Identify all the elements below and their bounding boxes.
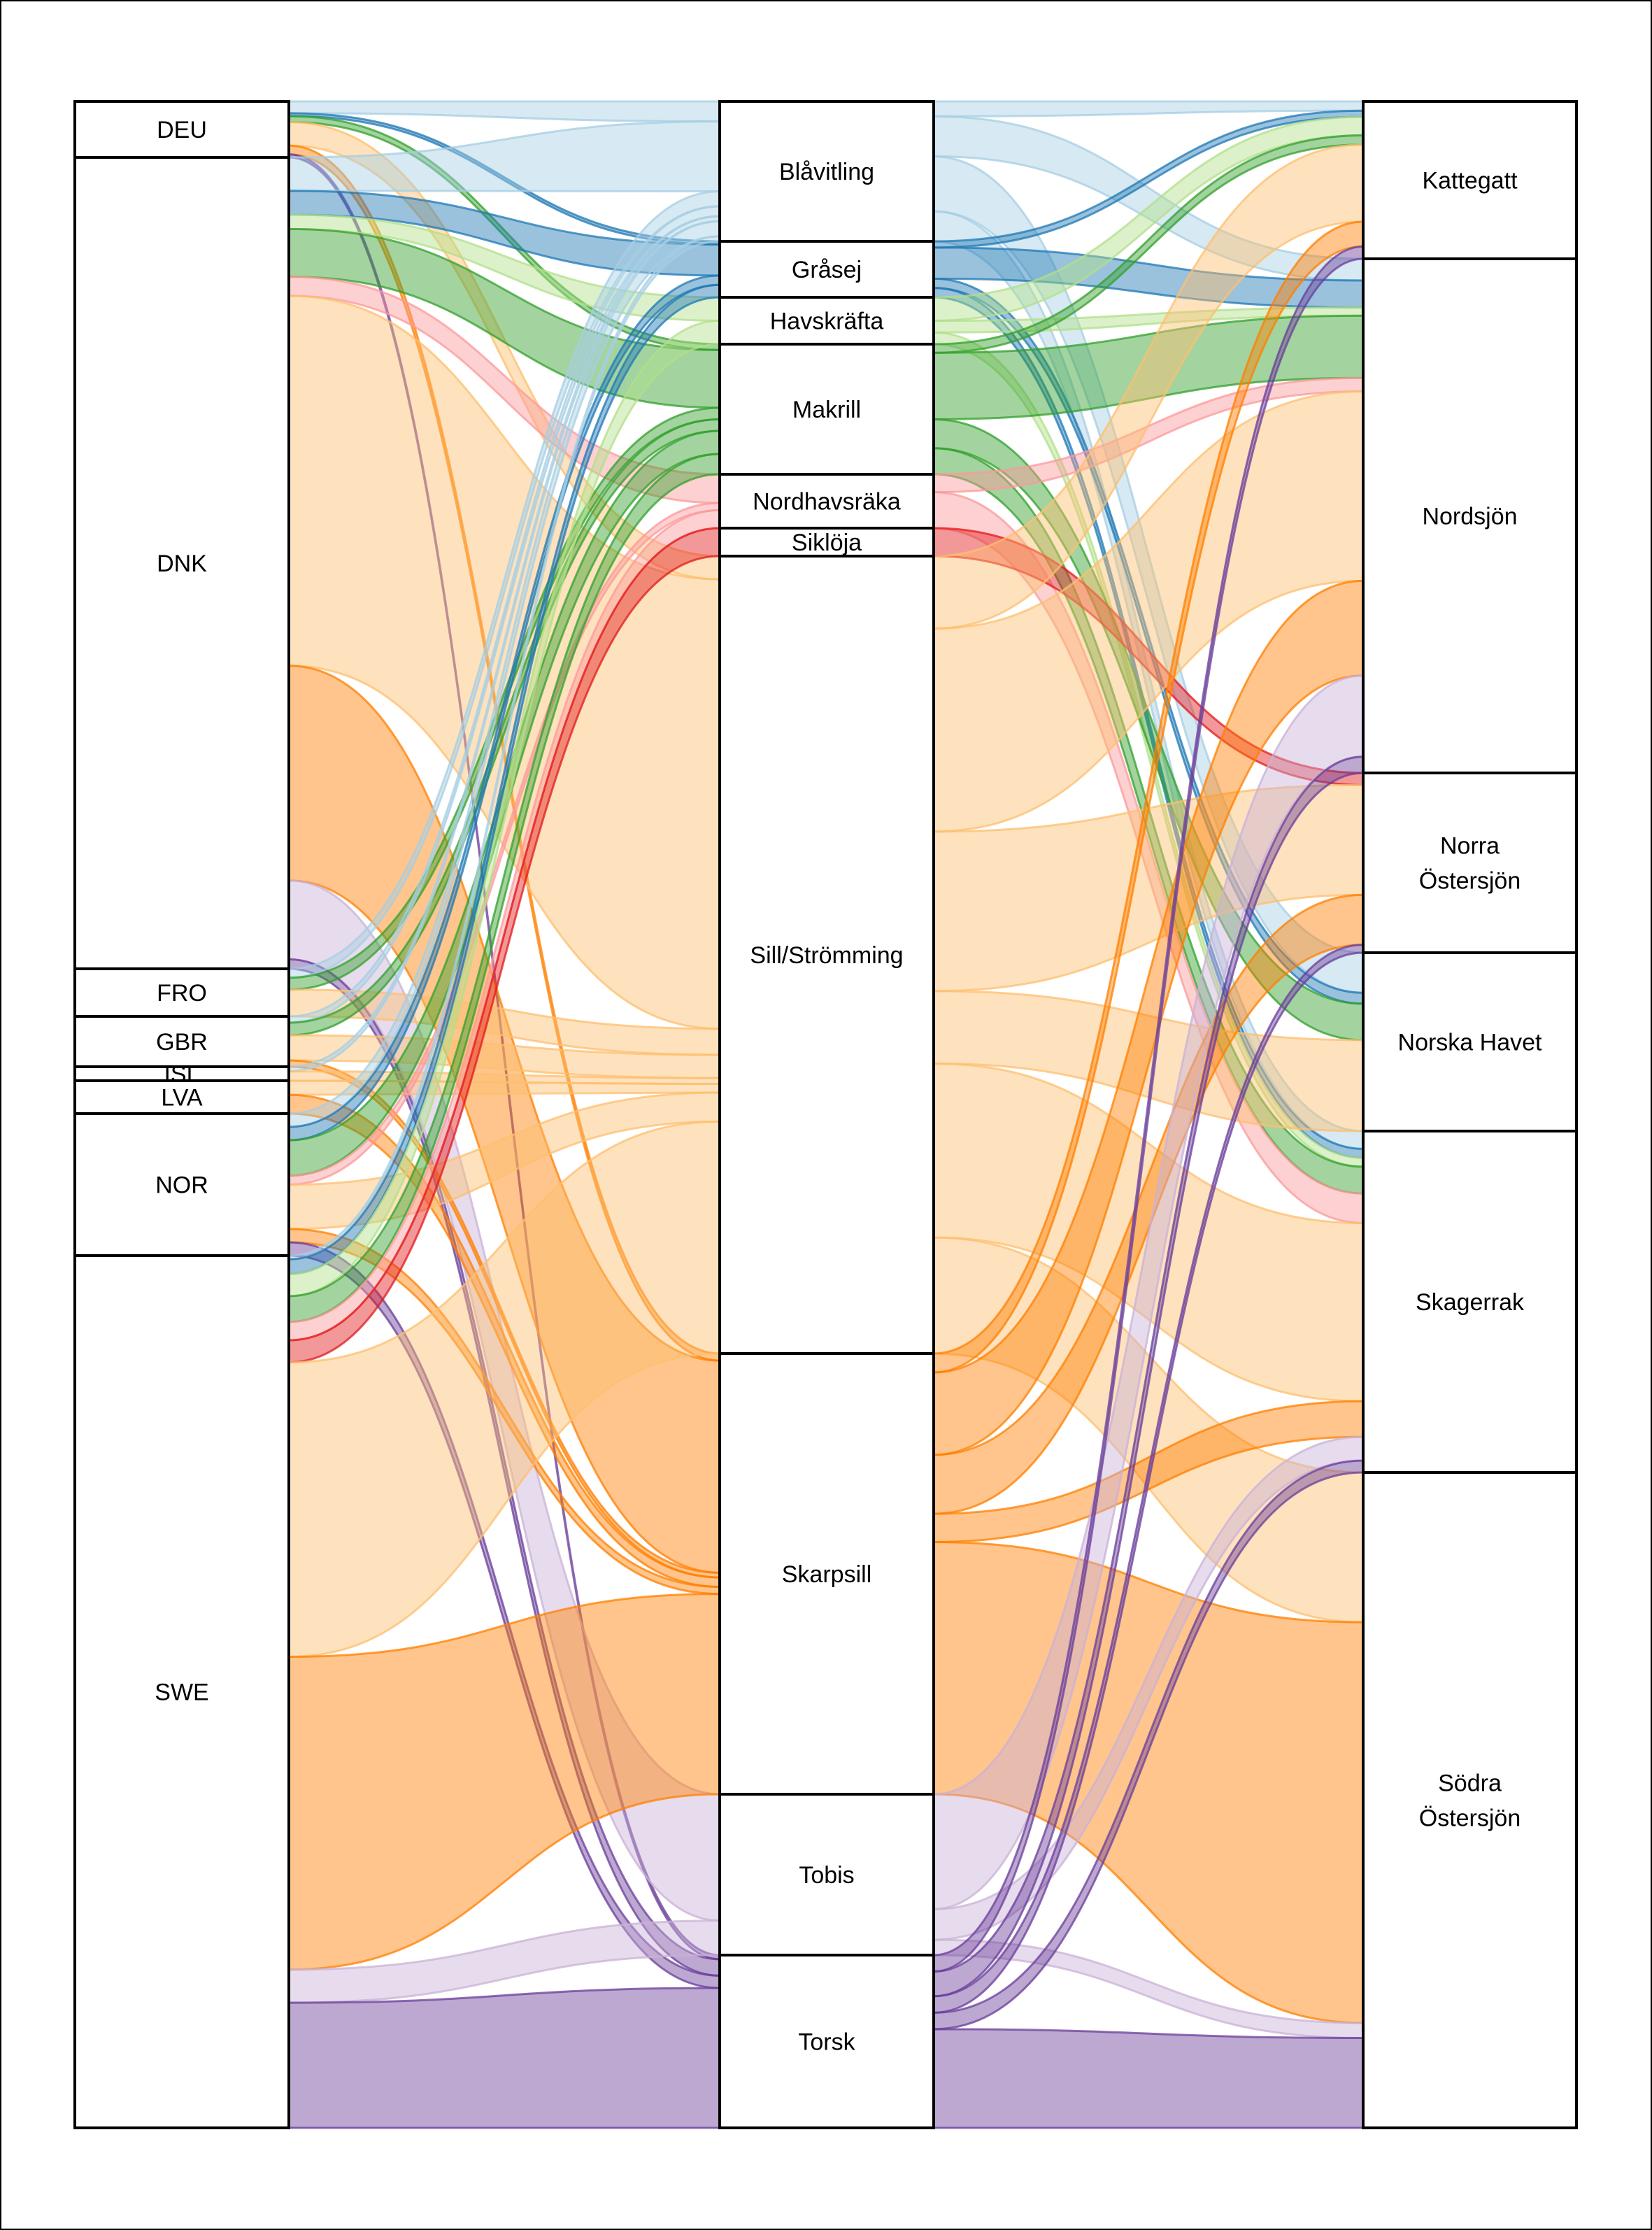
area-label: Södra xyxy=(1438,1770,1502,1797)
area-label: Östersjön xyxy=(1419,1805,1521,1832)
area-label: Norska Havet xyxy=(1398,1030,1543,1056)
species-label: Sill/Strömming xyxy=(750,942,903,969)
species-label: Nordhavsräka xyxy=(753,489,901,516)
area-node-kattegatt: Kattegatt xyxy=(1362,100,1578,260)
species-node-siklója: Siklöja xyxy=(718,527,935,558)
flow-torsk-sodra xyxy=(932,2028,1365,2129)
species-label: Gråsej xyxy=(792,257,862,283)
species-label: Blåvitling xyxy=(779,159,874,185)
area-node-norra: Norra Östersjön xyxy=(1362,772,1578,954)
country-label: FRO xyxy=(157,980,207,1007)
species-node-sill: Sill/Strömming xyxy=(718,555,935,1355)
species-node-skarpsill: Skarpsill xyxy=(718,1352,935,1796)
species-node-makrill: Makrill xyxy=(718,343,935,476)
country-label: DEU xyxy=(157,117,207,143)
area-label: Östersjön xyxy=(1419,868,1521,895)
country-node-LVA: LVA xyxy=(73,1079,290,1115)
species-node-tobis: Tobis xyxy=(718,1793,935,1956)
species-label: Torsk xyxy=(798,2029,855,2056)
species-node-havskrafta: Havskräfta xyxy=(718,296,935,346)
species-label: Siklöja xyxy=(792,530,862,556)
country-label: NOR xyxy=(155,1172,208,1199)
links-country-species xyxy=(287,100,721,2129)
country-node-DNK: DNK xyxy=(73,156,290,970)
flow-SWE-skarpsill xyxy=(287,1593,721,1971)
flow-SWE-torsk xyxy=(287,1987,721,2129)
links-species-area xyxy=(932,100,1365,2129)
species-node-grasej: Gråsej xyxy=(718,240,935,299)
species-label: Havskräfta xyxy=(770,308,884,335)
species-label: Skarpsill xyxy=(782,1561,871,1588)
flow-DNK-blavitling xyxy=(287,120,721,193)
country-node-NOR: NOR xyxy=(73,1112,290,1257)
area-node-sodra: Södra Östersjön xyxy=(1362,1471,1578,2129)
area-node-skagerrak: Skagerrak xyxy=(1362,1130,1578,1474)
country-node-GBR: GBR xyxy=(73,1015,290,1068)
country-node-FRO: FRO xyxy=(73,967,290,1018)
area-label: Kattegatt xyxy=(1422,168,1518,194)
area-label: Skagerrak xyxy=(1416,1289,1525,1316)
area-node-nordsjon: Nordsjön xyxy=(1362,257,1578,774)
area-node-norska: Norska Havet xyxy=(1362,951,1578,1132)
country-node-SWE: SWE xyxy=(73,1254,290,2129)
country-node-ISL: ISL xyxy=(73,1061,290,1088)
species-node-blavitling: Blåvitling xyxy=(718,100,935,243)
country-label: DNK xyxy=(157,551,207,577)
country-label: GBR xyxy=(156,1029,208,1056)
flow-blavitling-kattegatt xyxy=(932,100,1365,118)
country-node-DEU: DEU xyxy=(73,100,290,159)
species-node-torsk: Torsk xyxy=(718,1954,935,2129)
country-label: LVA xyxy=(161,1085,203,1112)
area-label: Nordsjön xyxy=(1422,504,1517,530)
area-label: Norra xyxy=(1440,833,1500,860)
species-label: Tobis xyxy=(799,1862,854,1889)
species-node-nordhavsraka: Nordhavsräka xyxy=(718,473,935,530)
country-label: SWE xyxy=(155,1679,208,1706)
species-label: Makrill xyxy=(792,397,861,423)
